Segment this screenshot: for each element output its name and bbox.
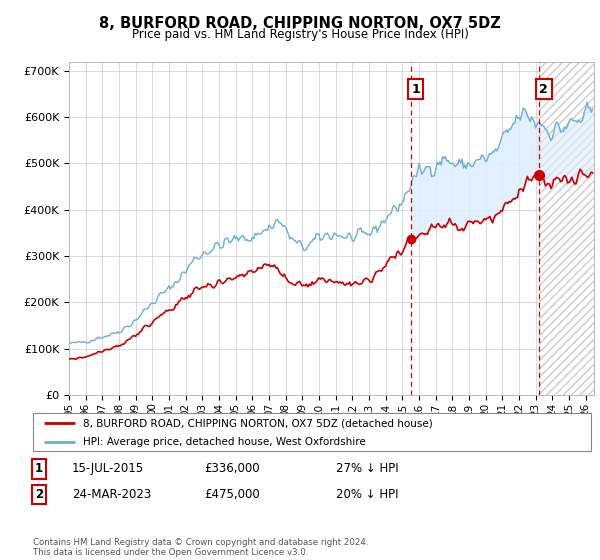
Text: 8, BURFORD ROAD, CHIPPING NORTON, OX7 5DZ (detached house): 8, BURFORD ROAD, CHIPPING NORTON, OX7 5D… [83,418,433,428]
Text: 20% ↓ HPI: 20% ↓ HPI [336,488,398,501]
Text: HPI: Average price, detached house, West Oxfordshire: HPI: Average price, detached house, West… [83,437,366,447]
Text: 2: 2 [539,83,548,96]
Text: £336,000: £336,000 [204,462,260,475]
Text: 1: 1 [411,83,420,96]
Bar [539,62,594,395]
Text: 15-JUL-2015: 15-JUL-2015 [72,462,144,475]
Text: 8, BURFORD ROAD, CHIPPING NORTON, OX7 5DZ: 8, BURFORD ROAD, CHIPPING NORTON, OX7 5D… [99,16,501,31]
Text: 1: 1 [35,462,43,475]
Text: Contains HM Land Registry data © Crown copyright and database right 2024.
This d: Contains HM Land Registry data © Crown c… [33,538,368,557]
Text: 2: 2 [35,488,43,501]
Text: £475,000: £475,000 [204,488,260,501]
Text: 27% ↓ HPI: 27% ↓ HPI [336,462,398,475]
Text: 24-MAR-2023: 24-MAR-2023 [72,488,151,501]
Text: Price paid vs. HM Land Registry's House Price Index (HPI): Price paid vs. HM Land Registry's House … [131,28,469,41]
